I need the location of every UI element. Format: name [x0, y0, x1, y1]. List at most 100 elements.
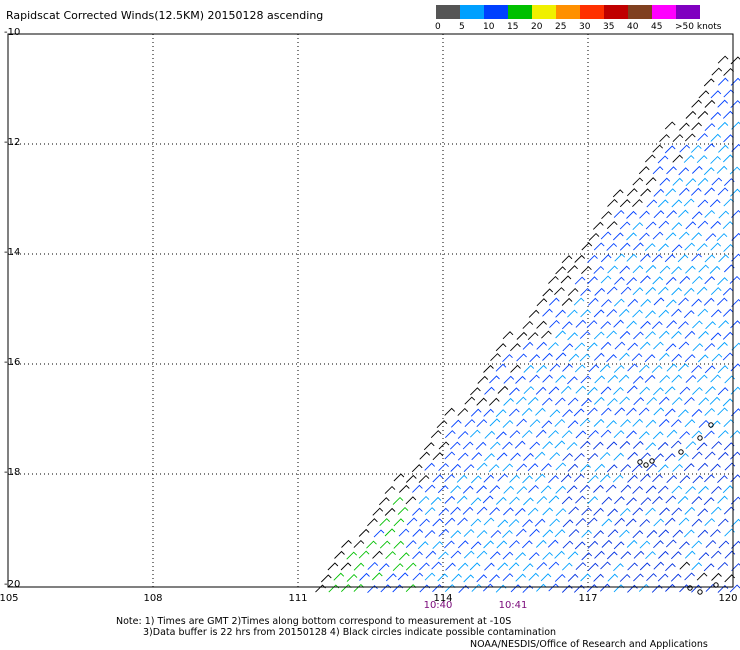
wind-barb: [639, 386, 651, 395]
wind-barb: [438, 528, 450, 537]
wind-barb: [470, 497, 482, 506]
wind-barb: [646, 463, 657, 472]
wind-barb: [677, 254, 689, 263]
wind-barb: [716, 233, 728, 242]
wind-barb: [484, 453, 495, 462]
wind-barb: [315, 584, 326, 593]
wind-barb: [521, 407, 533, 416]
wind-barb: [731, 540, 740, 549]
wind-barb: [684, 330, 696, 339]
wind-barb: [692, 320, 703, 329]
wind-barb: [710, 287, 722, 296]
wind-barb: [672, 154, 684, 163]
wind-barb: [599, 474, 611, 483]
wind-barb: [379, 518, 391, 527]
time-label: 10:40: [423, 600, 453, 611]
wind-barb: [607, 529, 619, 538]
wind-barb: [722, 352, 734, 361]
wind-barb: [671, 485, 683, 494]
wind-barb: [718, 210, 730, 219]
wind-barb: [671, 330, 682, 339]
wind-barb: [503, 507, 514, 516]
wind-barb: [731, 143, 740, 152]
wind-barb: [638, 407, 650, 416]
wind-barb: [574, 254, 586, 263]
wind-barb: [444, 407, 456, 416]
wind-barb: [729, 166, 740, 175]
wind-barb: [716, 297, 728, 306]
wind-barb: [664, 386, 676, 395]
scale-swatch: [652, 5, 676, 19]
wind-barb: [651, 584, 663, 593]
wind-barb: [393, 473, 405, 482]
wind-barb: [385, 573, 397, 582]
wind-barb: [567, 332, 578, 341]
wind-barb: [711, 485, 722, 494]
wind-barb: [510, 584, 522, 593]
wind-barb: [710, 529, 721, 538]
wind-barb: [392, 496, 404, 505]
wind-barb: [626, 407, 637, 416]
wind-barb: [489, 418, 501, 427]
wind-barb: [632, 375, 644, 384]
wind-barb: [424, 507, 436, 516]
wind-barb: [580, 309, 591, 318]
wind-barb: [579, 330, 591, 339]
wind-barb: [710, 155, 721, 164]
wind-barb: [704, 254, 716, 263]
lon-label: 108: [143, 593, 163, 604]
wind-barb: [671, 287, 682, 296]
wind-barb: [327, 562, 339, 571]
wind-barb: [639, 341, 651, 350]
wind-barb: [685, 110, 697, 119]
wind-barb: [626, 188, 638, 197]
wind-barb: [717, 121, 729, 130]
wind-barb: [645, 177, 657, 186]
wind-barb: [581, 242, 593, 251]
wind-barb: [626, 210, 637, 219]
wind-barb: [392, 563, 404, 572]
wind-barb: [600, 275, 612, 284]
wind-barb: [496, 452, 508, 461]
scale-swatch: [556, 5, 580, 19]
wind-barb: [665, 188, 677, 197]
wind-barb: [488, 397, 500, 406]
wind-barb: [462, 441, 474, 450]
wind-barb: [709, 265, 721, 274]
wind-speed-color-scale: 0 5 10 15 20 25 30 35 40 45 >50 knots: [435, 5, 722, 35]
wind-barb: [562, 363, 573, 372]
wind-barb: [704, 187, 715, 196]
wind-barb: [626, 253, 638, 262]
wind-barb: [723, 243, 734, 252]
wind-barb: [562, 452, 573, 461]
wind-barb: [554, 573, 566, 582]
wind-barb: [644, 354, 656, 363]
wind-barb: [645, 507, 656, 516]
wind-barb: [658, 330, 670, 339]
wind-barb: [483, 408, 495, 417]
wind-barb: [438, 507, 450, 516]
wind-barb: [677, 495, 689, 504]
wind-barb: [599, 451, 611, 460]
wind-barb: [540, 573, 552, 582]
wind-barb: [607, 265, 618, 274]
wind-barb: [666, 475, 678, 484]
wind-barb: [588, 232, 600, 241]
wind-barb: [632, 440, 644, 449]
wind-barb: [722, 398, 734, 407]
wind-barb: [672, 529, 684, 538]
wind-barb: [581, 507, 592, 516]
wind-barb: [704, 451, 716, 460]
wind-barb: [691, 496, 703, 505]
time-label: 10:41: [498, 600, 528, 611]
wind-barb: [619, 440, 631, 449]
wind-barb: [534, 451, 546, 460]
wind-barb: [638, 166, 650, 175]
wind-barb: [562, 540, 574, 549]
wind-barb: [367, 585, 378, 594]
wind-barb: [659, 507, 670, 516]
wind-barb: [542, 352, 553, 361]
wind-barb: [502, 331, 514, 340]
wind-barb: [724, 528, 735, 537]
wind-barb: [619, 573, 631, 582]
